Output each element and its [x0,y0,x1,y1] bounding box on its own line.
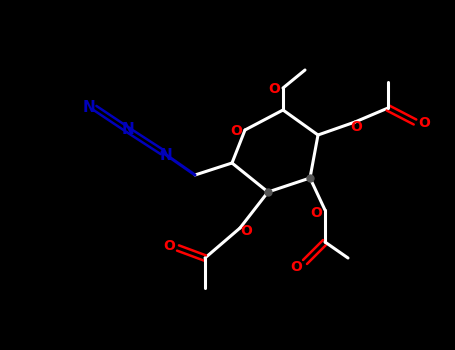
Text: O: O [240,224,252,238]
Text: O: O [350,120,362,134]
Text: N: N [83,99,96,114]
Text: O: O [418,116,430,130]
Text: N: N [160,148,172,163]
Text: O: O [230,124,242,138]
Text: O: O [163,239,175,253]
Text: O: O [290,260,302,274]
Text: O: O [310,206,322,220]
Text: N: N [121,121,134,136]
Text: O: O [268,82,280,96]
